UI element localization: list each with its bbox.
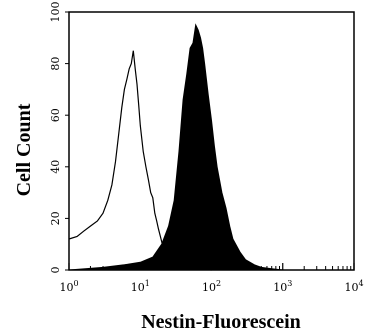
plot-marks — [68, 23, 354, 271]
y-tick-label: 40 — [49, 160, 62, 174]
x-tick-label: 101 — [131, 279, 150, 294]
x-axis-title: Nestin-Fluorescein — [141, 311, 301, 331]
y-tick-label: 100 — [49, 2, 62, 23]
x-tick-label: 102 — [202, 279, 221, 294]
y-tick-label: 0 — [49, 267, 62, 274]
y-tick-label: 80 — [49, 57, 62, 71]
histogram-filled-series — [68, 23, 354, 271]
y-axis-title: Cell Count — [13, 103, 35, 196]
x-tick-label: 100 — [59, 279, 78, 294]
y-tick-label: 60 — [49, 108, 62, 122]
axes: 0 20 40 60 80 100 100 101 102 103 104 — [49, 2, 364, 295]
x-tick-label: 103 — [273, 279, 292, 294]
y-tick-label: 20 — [49, 211, 62, 225]
x-tick-label: 104 — [344, 279, 363, 294]
